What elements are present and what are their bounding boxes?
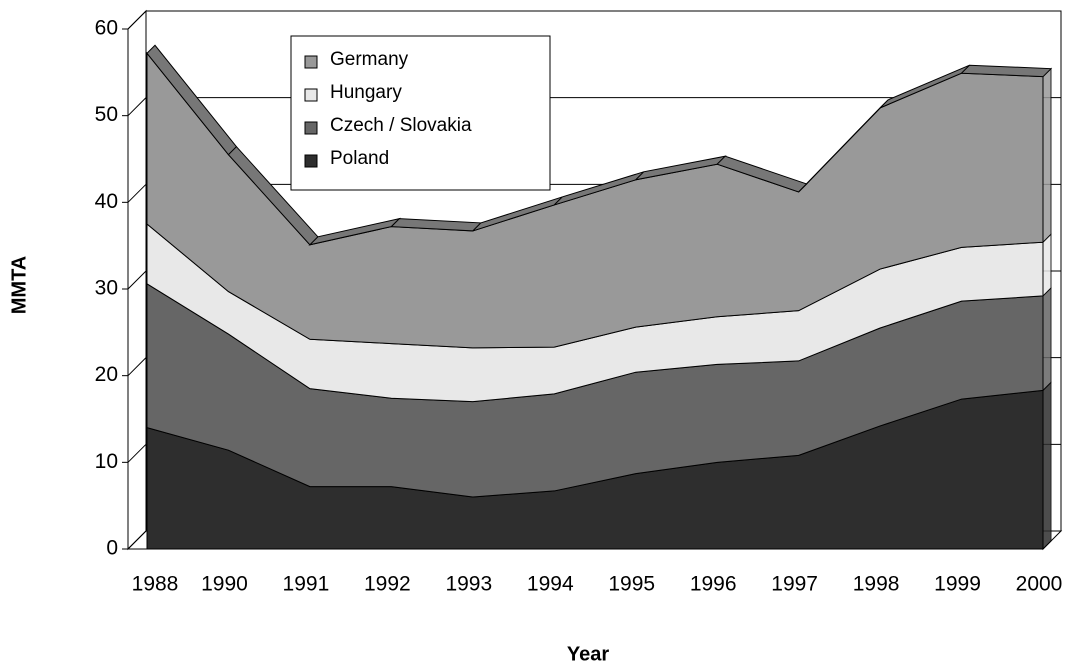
grid-line bbox=[127, 10, 1061, 30]
y-tick-label: 40 bbox=[95, 190, 118, 213]
y-tick-label: 0 bbox=[106, 537, 118, 560]
area-side bbox=[1042, 232, 1052, 298]
x-tick-label: 1997 bbox=[771, 573, 818, 596]
x-tick-label: 1998 bbox=[853, 573, 900, 596]
y-tick-label: 20 bbox=[95, 363, 118, 386]
y-tick-label: 50 bbox=[95, 103, 118, 126]
y-tick-label: 10 bbox=[95, 450, 118, 473]
y-tick-label: 60 bbox=[95, 17, 118, 40]
y-axis-label: MMTA bbox=[8, 256, 30, 315]
area-side bbox=[1042, 286, 1052, 392]
legend-label: Poland bbox=[330, 148, 389, 169]
x-tick-label: 1991 bbox=[283, 573, 330, 596]
legend-box bbox=[290, 35, 551, 191]
x-tick-label: 1988 bbox=[132, 573, 179, 596]
legend-label: Hungary bbox=[330, 82, 402, 103]
legend-swatch bbox=[304, 88, 318, 102]
area-side bbox=[1042, 67, 1052, 244]
area-top bbox=[960, 64, 1053, 78]
legend-swatch bbox=[304, 154, 318, 168]
x-tick-label: 1995 bbox=[608, 573, 655, 596]
x-tick-label: 1999 bbox=[934, 573, 981, 596]
legend: Germany Hungary Czech / Slovakia Poland bbox=[290, 35, 551, 191]
x-tick-label: 1996 bbox=[690, 573, 737, 596]
y-tick-label: 30 bbox=[95, 277, 118, 300]
x-tick-label: 2000 bbox=[1016, 573, 1063, 596]
x-axis-label: Year bbox=[567, 643, 609, 665]
legend-label: Germany bbox=[330, 49, 409, 70]
grid-line bbox=[127, 97, 1061, 117]
x-tick-label: 1990 bbox=[201, 573, 248, 596]
area-side bbox=[1042, 381, 1052, 551]
legend-label: Czech / Slovakia bbox=[330, 115, 472, 136]
x-tick-label: 1994 bbox=[527, 573, 574, 596]
legend-swatch bbox=[304, 55, 318, 69]
x-tick-label: 1992 bbox=[364, 573, 411, 596]
legend-swatch bbox=[304, 121, 318, 135]
x-tick-label: 1993 bbox=[445, 573, 492, 596]
